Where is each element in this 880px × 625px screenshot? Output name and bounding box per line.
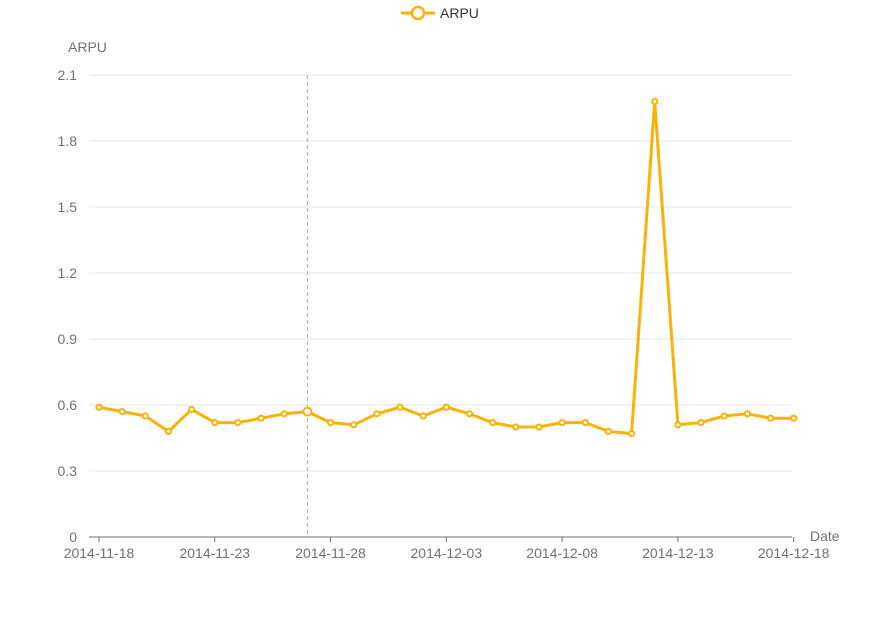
data-point <box>373 410 381 418</box>
y-tick-label: 2.1 <box>58 67 78 83</box>
data-point <box>350 421 358 429</box>
data-point <box>419 412 427 420</box>
legend[interactable]: ARPU <box>401 5 479 21</box>
x-tick-label: 2014-11-23 <box>179 545 250 561</box>
legend-marker-icon <box>410 5 426 21</box>
data-point <box>558 419 566 427</box>
x-tick-label: 2014-12-13 <box>642 545 714 561</box>
x-tick-label: 2014-12-08 <box>526 545 598 561</box>
grid-lines <box>89 74 792 472</box>
data-point <box>465 410 474 418</box>
y-axis-name: ARPU <box>68 39 107 55</box>
data-point <box>697 419 705 427</box>
y-tick-label: 1.8 <box>58 133 78 149</box>
data-point <box>188 405 196 413</box>
data-point <box>651 97 659 106</box>
x-tick-label: 2014-11-18 <box>64 545 135 561</box>
data-point <box>442 403 450 411</box>
data-point <box>489 419 497 427</box>
data-point <box>627 430 636 438</box>
y-tick-label: 1.5 <box>58 199 78 215</box>
data-point <box>141 412 149 420</box>
data-point <box>95 403 103 411</box>
y-tick-label: 0.9 <box>58 331 78 347</box>
data-point <box>396 403 404 411</box>
x-tick-label: 2014-11-28 <box>295 545 366 561</box>
axes: 0 0.3 0.6 0.9 1.2 1.5 1.8 2.1 2014-11-18 2014-11-… <box>58 67 830 561</box>
x-tick-label: 2014-12-18 <box>758 545 830 561</box>
legend-label: ARPU <box>440 5 479 21</box>
data-point <box>512 423 520 431</box>
y-tick-label: 0.6 <box>58 397 78 413</box>
y-tick-label: 0.3 <box>58 463 78 479</box>
data-point <box>720 412 728 420</box>
x-axis-name: Date <box>810 528 840 544</box>
data-point <box>280 410 288 418</box>
data-point <box>326 419 335 427</box>
data-point <box>211 419 219 427</box>
data-point <box>234 419 242 427</box>
data-point <box>535 423 543 431</box>
series-line-arpu <box>97 99 796 436</box>
data-point <box>766 414 775 422</box>
data-point <box>164 427 173 435</box>
data-point <box>302 406 313 417</box>
data-point <box>257 414 265 422</box>
data-point <box>581 419 589 427</box>
data-point <box>790 414 798 422</box>
data-point <box>118 408 126 416</box>
data-point <box>604 427 613 435</box>
y-tick-label: 0 <box>69 529 77 545</box>
x-tick-label: 2014-12-03 <box>411 545 483 561</box>
series-layer <box>95 97 798 438</box>
data-point <box>674 421 682 429</box>
y-tick-label: 1.2 <box>58 265 78 281</box>
data-point <box>743 410 751 418</box>
